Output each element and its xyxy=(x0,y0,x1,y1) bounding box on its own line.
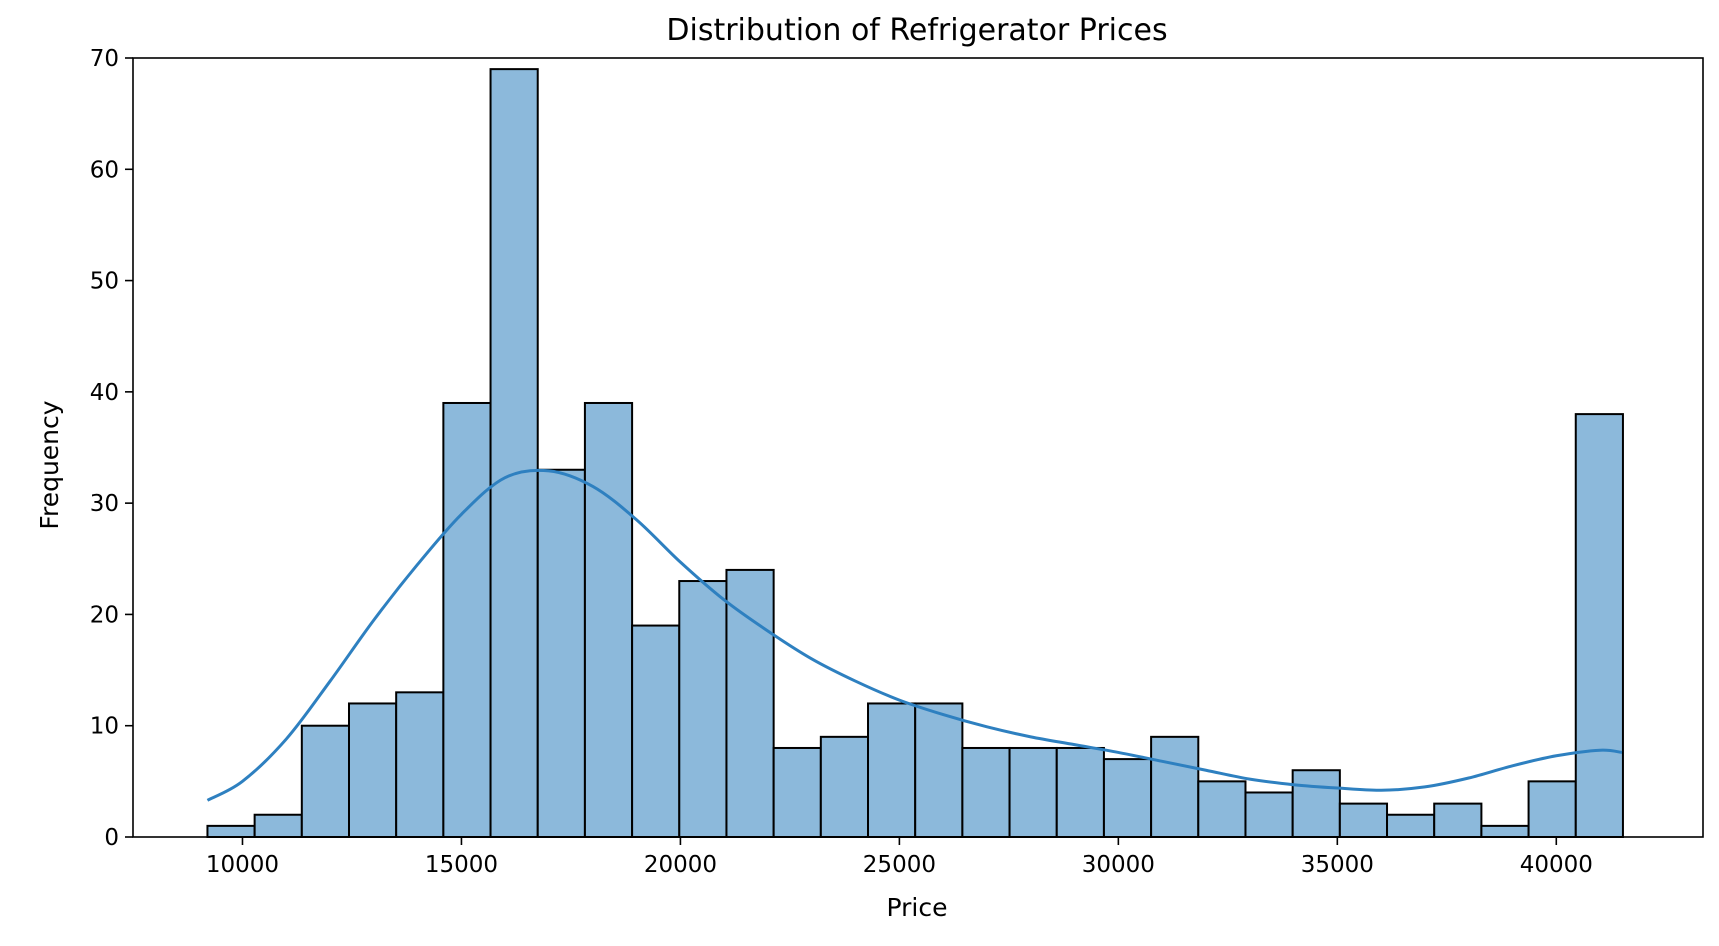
histogram-bar xyxy=(442,401,492,838)
chart-title: Distribution of Refrigerator Prices xyxy=(666,13,1167,48)
histogram-bar xyxy=(206,824,256,838)
plot-frame xyxy=(132,57,1704,838)
histogram-bar xyxy=(961,746,1011,839)
histogram-bar xyxy=(1338,802,1389,838)
x-tick-label: 35000 xyxy=(1301,852,1374,878)
histogram-bar xyxy=(1150,735,1200,838)
x-tick-label: 40000 xyxy=(1520,852,1593,878)
kde-curve xyxy=(206,468,1623,802)
y-tick-label: 70 xyxy=(90,46,119,72)
x-tick-label: 20000 xyxy=(644,852,717,878)
histogram-bar xyxy=(1527,780,1577,838)
y-axis-ticks: 0 10 20 30 40 50 60 70 xyxy=(90,46,133,851)
histogram-bar xyxy=(489,68,539,838)
histogram-bar xyxy=(867,702,917,839)
y-tick-label: 60 xyxy=(90,157,119,183)
x-tick-label: 25000 xyxy=(863,852,936,878)
y-axis-label: Frequency xyxy=(35,400,64,529)
histogram-bar xyxy=(631,624,681,838)
x-axis-ticks: 10000 15000 20000 25000 30000 35000 40000 xyxy=(206,837,1593,878)
histogram-bar xyxy=(1480,824,1530,838)
histogram-bar xyxy=(253,813,303,839)
y-tick-label: 40 xyxy=(90,380,119,406)
histogram-bar xyxy=(536,468,586,838)
y-tick-label: 50 xyxy=(90,269,119,295)
histogram-bar xyxy=(1102,758,1153,838)
histogram-bar xyxy=(725,568,775,839)
y-tick-label: 20 xyxy=(90,602,119,628)
histogram-bar xyxy=(1386,813,1436,839)
x-axis-label: Price xyxy=(887,893,948,922)
histogram-bar xyxy=(395,691,445,838)
y-tick-label: 0 xyxy=(104,825,119,851)
histogram-bar xyxy=(1433,802,1483,838)
histogram-bar xyxy=(772,746,822,839)
y-tick-label: 10 xyxy=(90,714,119,740)
histogram-bar xyxy=(1291,769,1341,839)
x-tick-label: 10000 xyxy=(206,852,279,878)
histogram-bar xyxy=(300,724,350,839)
histogram-bar xyxy=(819,735,870,838)
histogram-bar xyxy=(1008,746,1058,839)
histogram-bar xyxy=(1244,791,1294,839)
histogram-bar xyxy=(1574,413,1624,838)
histogram-bar xyxy=(1055,746,1105,839)
y-tick-label: 30 xyxy=(90,491,119,517)
histogram-bars xyxy=(206,68,1624,839)
histogram-bar xyxy=(914,702,964,839)
histogram-bar xyxy=(1197,780,1247,838)
histogram-bar xyxy=(583,401,634,838)
histogram-bar xyxy=(678,580,728,838)
x-tick-label: 30000 xyxy=(1082,852,1155,878)
histogram-bar xyxy=(347,702,398,839)
x-tick-label: 15000 xyxy=(425,852,498,878)
